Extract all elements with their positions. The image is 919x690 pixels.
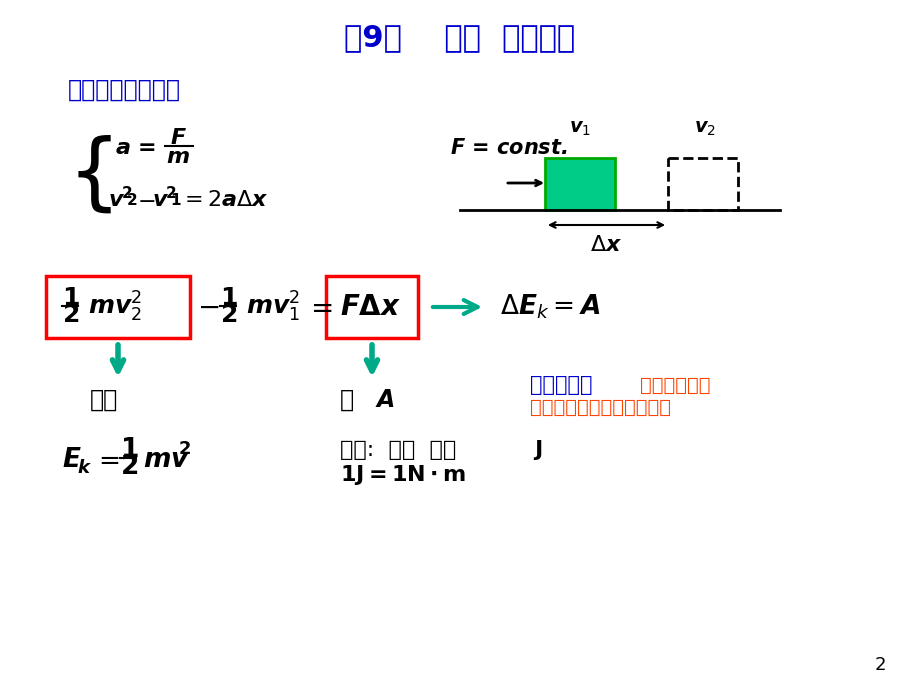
Text: $\boldsymbol{F}$ = const.: $\boldsymbol{F}$ = const. xyxy=(449,138,567,158)
Text: $\boldsymbol{mv}_2^2$: $\boldsymbol{mv}_2^2$ xyxy=(88,290,142,324)
Text: $\mathbf{2}$: $\mathbf{2}$ xyxy=(62,303,79,327)
Bar xyxy=(667,158,737,210)
Text: $\boldsymbol{a}$ =: $\boldsymbol{a}$ = xyxy=(115,138,158,158)
Text: $\boldsymbol{F}$: $\boldsymbol{F}$ xyxy=(169,128,187,148)
Text: $\boldsymbol{2}$: $\boldsymbol{2}$ xyxy=(121,185,132,201)
Text: {: { xyxy=(68,135,121,215)
Bar xyxy=(544,158,614,210)
Text: $\boldsymbol{2}$: $\boldsymbol{2}$ xyxy=(165,185,176,201)
Text: 动能定理：: 动能定理： xyxy=(529,375,592,395)
Text: 功: 功 xyxy=(340,388,361,412)
Text: $=$: $=$ xyxy=(305,293,333,321)
Text: $\Delta\boldsymbol{E}_k = \boldsymbol{A}$: $\Delta\boldsymbol{E}_k = \boldsymbol{A}… xyxy=(499,293,600,322)
Text: 单位:  焦耳  符号: 单位: 焦耳 符号 xyxy=(340,440,456,460)
Text: $\boldsymbol{F\Delta x}$: $\boldsymbol{F\Delta x}$ xyxy=(340,293,401,321)
Text: $\mathbf{2}$: $\mathbf{2}$ xyxy=(220,303,237,327)
Text: $\mathbf{2}$: $\mathbf{2}$ xyxy=(177,440,190,458)
Text: $\mathbf{1J=1N\cdot m}$: $\mathbf{1J=1N\cdot m}$ xyxy=(340,463,465,487)
Text: $-$: $-$ xyxy=(137,190,155,210)
Text: $\boldsymbol{v}_2$: $\boldsymbol{v}_2$ xyxy=(693,119,715,137)
Text: $\mathbf{2}$: $\mathbf{2}$ xyxy=(119,454,138,480)
Text: $\boldsymbol{v}$: $\boldsymbol{v}$ xyxy=(108,190,125,210)
Text: $\boldsymbol{2}$: $\boldsymbol{2}$ xyxy=(126,192,137,208)
Text: 合外力对质点: 合外力对质点 xyxy=(640,375,709,395)
Text: $\boldsymbol{1}$: $\boldsymbol{1}$ xyxy=(170,192,181,208)
Text: 动能: 动能 xyxy=(90,388,119,412)
Text: $\boldsymbol{mv}$: $\boldsymbol{mv}$ xyxy=(142,447,190,473)
Text: $\boldsymbol{A}$: $\boldsymbol{A}$ xyxy=(375,388,394,412)
Text: $\Delta\boldsymbol{x}$: $\Delta\boldsymbol{x}$ xyxy=(589,235,621,255)
Text: $= 2\boldsymbol{a}\Delta\boldsymbol{x}$: $= 2\boldsymbol{a}\Delta\boldsymbol{x}$ xyxy=(180,190,268,210)
Text: 2: 2 xyxy=(873,656,885,674)
Text: $\boldsymbol{v}$: $\boldsymbol{v}$ xyxy=(152,190,169,210)
Text: $\boldsymbol{E}$: $\boldsymbol{E}$ xyxy=(62,447,82,473)
FancyArrowPatch shape xyxy=(432,300,477,314)
Text: $\boldsymbol{m}$: $\boldsymbol{m}$ xyxy=(165,147,189,167)
Text: $\mathbf{1}$: $\mathbf{1}$ xyxy=(119,437,139,463)
Text: 一维匀加速运动：: 一维匀加速运动： xyxy=(68,78,181,102)
Text: $\boldsymbol{mv}_1^2$: $\boldsymbol{mv}_1^2$ xyxy=(245,290,300,324)
Text: 第9节    动能  动能定理: 第9节 动能 动能定理 xyxy=(344,23,575,52)
Text: $\mathbf{J}$: $\mathbf{J}$ xyxy=(532,438,542,462)
Text: $-$: $-$ xyxy=(197,293,219,321)
FancyBboxPatch shape xyxy=(46,276,190,338)
Text: $\boldsymbol{v}_1$: $\boldsymbol{v}_1$ xyxy=(568,119,591,137)
Text: $= $: $= $ xyxy=(93,447,119,473)
Text: $\mathbf{1}$: $\mathbf{1}$ xyxy=(62,286,80,310)
FancyBboxPatch shape xyxy=(325,276,417,338)
Text: 做的功等于其动能的增加。: 做的功等于其动能的增加。 xyxy=(529,397,670,417)
Text: $\boldsymbol{k}$: $\boldsymbol{k}$ xyxy=(77,459,92,477)
Text: $\mathbf{1}$: $\mathbf{1}$ xyxy=(220,286,237,310)
